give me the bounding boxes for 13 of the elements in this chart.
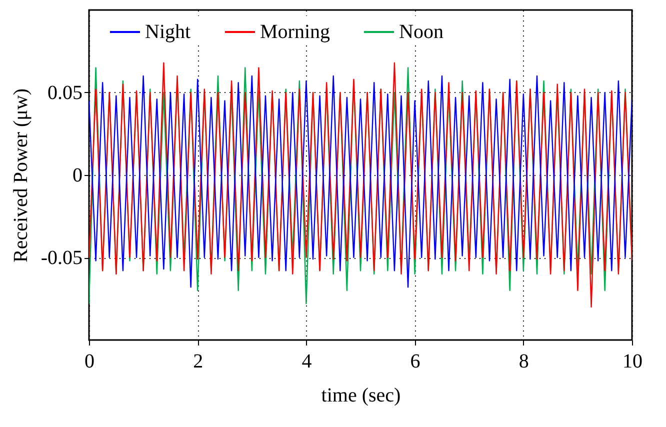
x-tick-label: 10 [622,350,642,372]
y-tick-label: 0.05 [48,82,82,104]
x-tick-label: 2 [193,350,204,372]
y-tick-label: 0 [72,164,82,186]
x-tick-label: 4 [302,350,312,372]
legend-label: Morning [260,21,330,43]
legend-label: Noon [399,21,444,43]
x-tick-label: 6 [410,350,420,372]
y-tick-label: -0.05 [40,247,82,269]
y-axis-title: Received Power (μw) [10,88,32,262]
legend-label: Night [145,21,191,43]
x-tick-label: 8 [518,350,529,372]
x-axis-title: time (sec) [321,384,401,406]
